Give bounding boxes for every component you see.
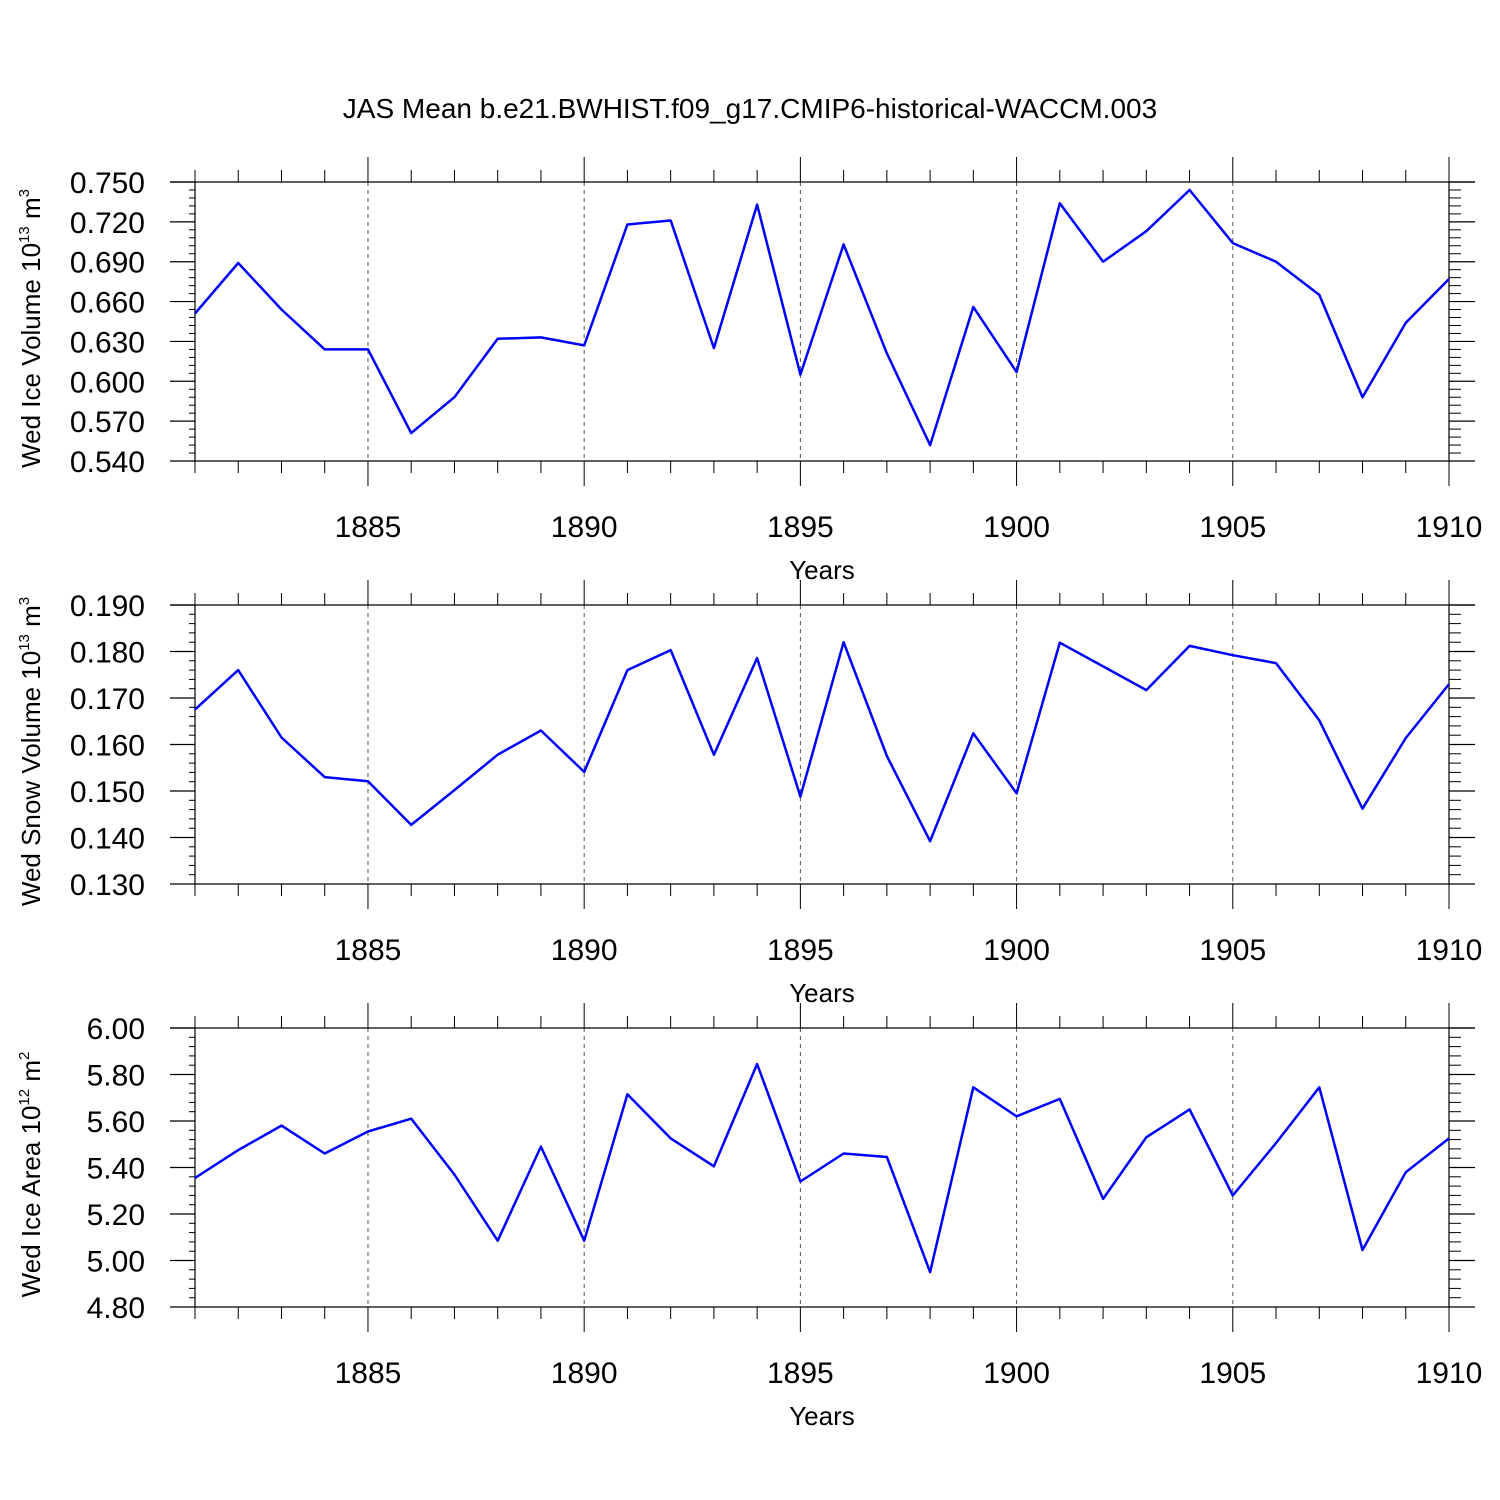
y-tick-label: 0.180 <box>70 637 145 670</box>
plot-frame: 0.130 0.140 0.150 0.160 0.170 0.180 0.190 1885 1… <box>70 580 1482 967</box>
y-tick-label: 0.750 <box>70 167 145 200</box>
x-tick-label: 1900 <box>983 511 1050 544</box>
y-tick-label: 0.540 <box>70 446 145 479</box>
panel-ice-volume: 0.540 0.570 0.600 0.630 0.660 0.690 0.720 0.750… <box>16 157 1482 585</box>
x-tick-label: 1895 <box>767 511 834 544</box>
x-tick-label: 1900 <box>983 1357 1050 1390</box>
y-tick-label: 5.60 <box>87 1106 145 1139</box>
y-axis-label-exponent: 12 <box>16 1089 33 1106</box>
x-tick-label: 1895 <box>767 1357 834 1390</box>
y-tick-label: 5.20 <box>87 1199 145 1232</box>
y-axis-label-main: Wed Snow Volume 10 <box>16 651 46 906</box>
y-tick-label: 0.150 <box>70 776 145 809</box>
y-tick-label: 0.720 <box>70 207 145 240</box>
y-tick-label: 5.40 <box>87 1153 145 1186</box>
y-tick-label: 0.130 <box>70 869 145 902</box>
x-tick-label: 1885 <box>335 934 402 967</box>
panel-ice-area: 4.80 5.00 5.20 5.40 5.60 5.80 6.00 1885 1890 1895… <box>16 1003 1482 1431</box>
y-axis-label-unit-exponent: 2 <box>16 1052 33 1060</box>
y-axis-label-unit: m <box>16 197 46 226</box>
x-tick-label: 1885 <box>335 1357 402 1390</box>
y-tick-label: 5.00 <box>87 1246 145 1279</box>
y-axis-label-unit: m <box>16 1060 46 1089</box>
y-tick-label: 0.160 <box>70 730 145 763</box>
x-tick-label: 1885 <box>335 511 402 544</box>
data-series-line <box>194 640 1450 843</box>
y-tick-label: 0.660 <box>70 287 145 320</box>
x-tick-label: 1905 <box>1199 1357 1266 1390</box>
x-tick-label: 1910 <box>1416 934 1483 967</box>
x-tick-label: 1910 <box>1416 1357 1483 1390</box>
y-axis-label-main: Wed Ice Volume 10 <box>16 243 46 468</box>
x-tick-label: 1895 <box>767 934 834 967</box>
y-tick-label: 6.00 <box>87 1013 145 1046</box>
y-tick-label: 5.80 <box>87 1060 145 1093</box>
x-tick-label: 1890 <box>551 511 618 544</box>
data-series-line <box>194 1062 1450 1274</box>
x-tick-label: 1910 <box>1416 511 1483 544</box>
x-tick-label: 1900 <box>983 934 1050 967</box>
y-tick-label: 0.190 <box>70 590 145 623</box>
x-tick-label: 1890 <box>551 1357 618 1390</box>
y-axis-label-unit-exponent: 3 <box>16 597 33 605</box>
plot-frame: 4.80 5.00 5.20 5.40 5.60 5.80 6.00 1885 1890 1895… <box>87 1003 1483 1390</box>
x-tick-label: 1905 <box>1199 511 1266 544</box>
x-tick-label: 1905 <box>1199 934 1266 967</box>
y-tick-label: 0.690 <box>70 247 145 280</box>
y-tick-label: 0.600 <box>70 366 145 399</box>
y-axis-label: Wed Ice Area 1012 m2 <box>16 1052 46 1298</box>
y-tick-label: 0.630 <box>70 326 145 359</box>
y-tick-label: 0.570 <box>70 406 145 439</box>
y-axis-label-exponent: 13 <box>16 226 33 243</box>
y-tick-label: 0.170 <box>70 683 145 716</box>
plot-frame: 0.540 0.570 0.600 0.630 0.660 0.690 0.720 0.750… <box>70 157 1482 544</box>
x-axis-label: Years <box>789 1401 855 1431</box>
chart-title: JAS Mean b.e21.BWHIST.f09_g17.CMIP6-hist… <box>343 93 1157 124</box>
y-tick-label: 4.80 <box>87 1292 145 1325</box>
x-axis-label: Years <box>789 555 855 585</box>
y-axis-label: Wed Ice Volume 1013 m3 <box>16 189 46 468</box>
x-tick-label: 1890 <box>551 934 618 967</box>
data-series-line <box>194 188 1450 447</box>
y-tick-label: 0.140 <box>70 823 145 856</box>
x-axis-label: Years <box>789 978 855 1008</box>
y-axis-label-main: Wed Ice Area 10 <box>16 1106 46 1298</box>
y-axis-label-exponent: 13 <box>16 634 33 651</box>
y-axis-label: Wed Snow Volume 1013 m3 <box>16 597 46 906</box>
y-axis-label-unit: m <box>16 605 46 634</box>
panel-snow-volume: 0.130 0.140 0.150 0.160 0.170 0.180 0.190 1885 1… <box>16 580 1482 1008</box>
y-axis-label-unit-exponent: 3 <box>16 189 33 197</box>
